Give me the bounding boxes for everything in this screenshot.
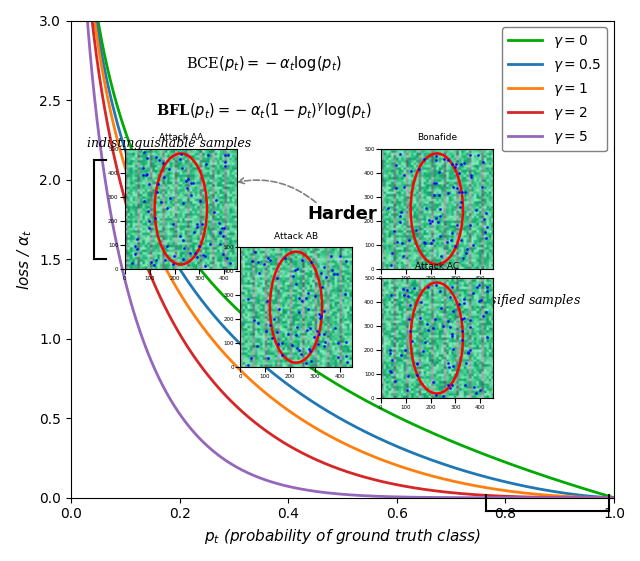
$\gamma = 0$ (440, 435, 448, 442)
$\gamma = 0$ (287, 351, 295, 357)
Y-axis label: loss / $\alpha_t$: loss / $\alpha_t$ (15, 229, 34, 289)
Line: $\gamma = 0.5$: $\gamma = 0.5$ (72, 0, 614, 498)
$\gamma = 0$ (123, 133, 131, 140)
$\gamma = 5$ (440, 494, 448, 501)
$\gamma = 0.5$ (491, 476, 499, 482)
Title: Bonafide: Bonafide (417, 134, 457, 142)
$\gamma = 5$ (491, 494, 499, 501)
$\gamma = 2$ (610, 494, 618, 501)
Text: easily $-$ classified samples: easily $-$ classified samples (410, 292, 582, 310)
$\gamma = 0.5$ (307, 397, 314, 404)
$\gamma = 5$ (287, 484, 295, 490)
Text: Harder: Harder (307, 205, 377, 223)
$\gamma = 0$ (500, 458, 508, 465)
$\gamma = 5$ (307, 488, 314, 494)
$\gamma = 5$ (123, 284, 131, 291)
$\gamma = 0$ (307, 364, 314, 371)
$\gamma = 2$ (440, 489, 448, 495)
$\gamma = 1$ (287, 409, 295, 416)
$\gamma = 5$ (610, 494, 618, 501)
$\gamma = 1$ (491, 486, 499, 493)
$\gamma = 0.5$ (500, 478, 508, 485)
Line: $\gamma = 1$: $\gamma = 1$ (72, 0, 614, 498)
Title: Attack AC: Attack AC (415, 263, 459, 272)
$\gamma = 2$ (307, 454, 314, 461)
$\gamma = 1$ (123, 170, 131, 177)
$\gamma = 5$ (500, 494, 508, 501)
Text: BCE$(p_t) = -\alpha_t\log(p_t)$: BCE$(p_t) = -\alpha_t\log(p_t)$ (186, 54, 342, 73)
$\gamma = 0.5$ (440, 461, 448, 468)
Text: indistinguishable samples: indistinguishable samples (87, 137, 252, 150)
$\gamma = 2$ (491, 493, 499, 499)
Title: Attack AB: Attack AB (274, 232, 318, 241)
Line: $\gamma = 2$: $\gamma = 2$ (72, 0, 614, 498)
$\gamma = 0.5$ (287, 384, 295, 390)
$\gamma = 0.5$ (123, 152, 131, 159)
$\gamma = 2$ (500, 493, 508, 500)
$\gamma = 2$ (287, 443, 295, 450)
Line: $\gamma = 5$: $\gamma = 5$ (72, 0, 614, 498)
$\gamma = 1$ (610, 494, 618, 501)
$\gamma = 1$ (500, 487, 508, 494)
$\gamma = 0.5$ (610, 494, 618, 501)
$\gamma = 1$ (440, 476, 448, 482)
Title: Attack AA: Attack AA (159, 134, 203, 142)
$\gamma = 0$ (610, 494, 618, 501)
Legend: $\gamma = 0$, $\gamma = 0.5$, $\gamma = 1$, $\gamma = 2$, $\gamma = 5$: $\gamma = 0$, $\gamma = 0.5$, $\gamma = … (502, 27, 607, 151)
Text: BFL$(p_t) = -\alpha_t(1-p_t)^\gamma\log(p_t)$: BFL$(p_t) = -\alpha_t(1-p_t)^\gamma\log(… (156, 102, 371, 121)
$\gamma = 0$ (491, 455, 499, 462)
X-axis label: $p_t$ (probability of ground truth class): $p_t$ (probability of ground truth class… (204, 527, 481, 546)
$\gamma = 1$ (307, 421, 314, 428)
$\gamma = 2$ (123, 204, 131, 210)
Line: $\gamma = 0$: $\gamma = 0$ (72, 0, 614, 498)
